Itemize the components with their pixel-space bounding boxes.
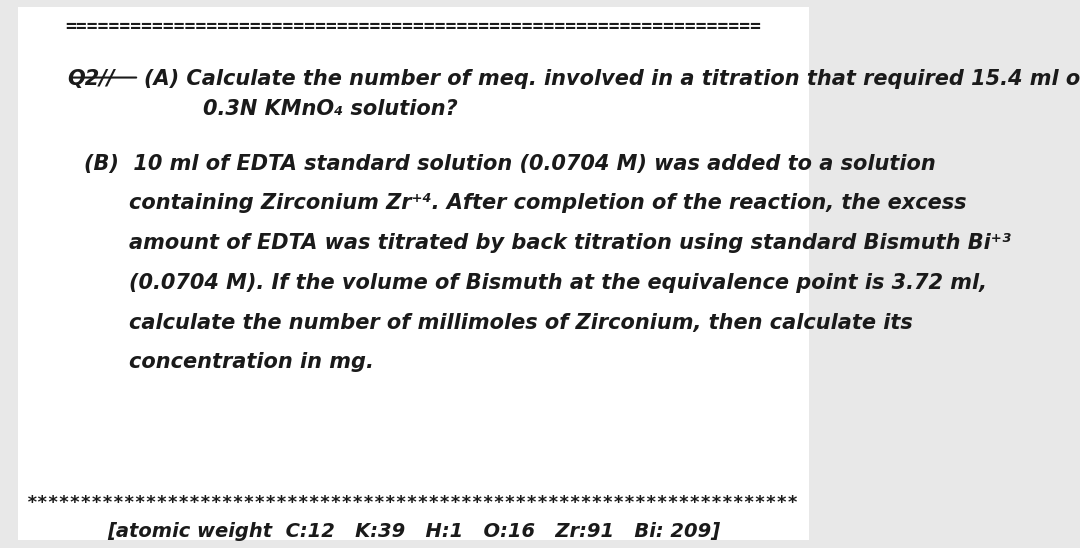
Text: ================================================================: ========================================… [66, 18, 761, 36]
Text: (A) Calculate the number of meq. involved in a titration that required 15.4 ml o: (A) Calculate the number of meq. involve… [144, 70, 1080, 89]
Text: amount of EDTA was titrated by back titration using standard Bismuth Bi⁺³: amount of EDTA was titrated by back titr… [130, 233, 1011, 253]
Text: calculate the number of millimoles of Zirconium, then calculate its: calculate the number of millimoles of Zi… [130, 312, 913, 333]
Text: Q2//: Q2// [67, 70, 114, 89]
Text: (0.0704 M). If the volume of Bismuth at the equivalence point is 3.72 ml,: (0.0704 M). If the volume of Bismuth at … [130, 273, 987, 293]
FancyBboxPatch shape [18, 7, 809, 540]
Text: ***********************************************************************: ****************************************… [27, 494, 799, 512]
Text: 0.3N KMnO₄ solution?: 0.3N KMnO₄ solution? [203, 99, 458, 119]
Text: concentration in mg.: concentration in mg. [130, 352, 374, 372]
Text: [atomic weight  C:12   K:39   H:1   O:16   Zr:91   Bi: 209]: [atomic weight C:12 K:39 H:1 O:16 Zr:91 … [107, 522, 720, 541]
Text: (B)  10 ml of EDTA standard solution (0.0704 M) was added to a solution: (B) 10 ml of EDTA standard solution (0.0… [84, 153, 935, 174]
Text: containing Zirconium Zr⁺⁴. After completion of the reaction, the excess: containing Zirconium Zr⁺⁴. After complet… [130, 193, 967, 213]
